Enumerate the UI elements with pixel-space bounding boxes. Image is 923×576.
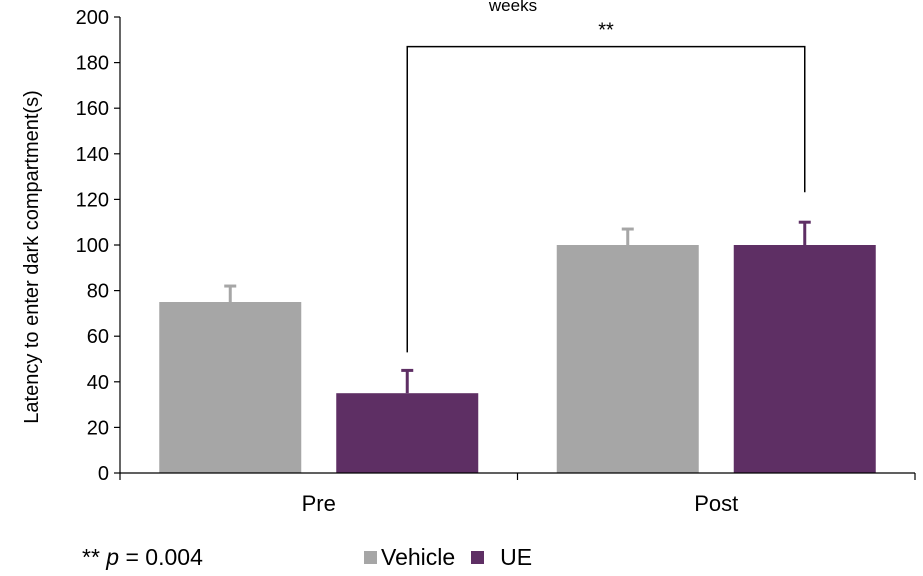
x-category-label: Post [694,491,738,516]
legend-swatch-vehicle [364,550,377,564]
p-value-variable: p [106,544,120,570]
y-tick-label: 40 [87,372,109,394]
bar [733,245,876,473]
significance-label: ** [598,20,614,42]
y-tick-label: 160 [76,98,109,120]
bar-chart: 0 20 40 60 80 100 120 140 160 180 200 Pre Post weeks… [21,0,916,516]
chart-title: weeks [488,0,537,15]
p-value-prefix: ** [82,544,107,570]
p-value-text: = 0.004 [119,544,203,570]
y-axis-title: Latency to enter dark compartment(s) [21,90,43,423]
y-tick-label: 120 [76,189,109,211]
legend-label-vehicle: Vehicle [381,544,456,570]
y-tick-label: 200 [76,7,109,29]
y-tick-label: 60 [87,326,109,348]
y-tick-label: 80 [87,281,109,303]
y-tick-label: 140 [76,144,109,166]
p-value-note: ** p = 0.004 [82,542,203,572]
legend-item-vehicle: Vehicle [364,542,455,572]
y-tick-label: 100 [76,235,109,257]
bar [159,302,302,473]
significance-bracket [406,45,806,353]
chart-legend: Vehicle UE [364,542,548,572]
bar [556,245,699,473]
legend-swatch-ue [471,550,485,564]
y-tick-label: 20 [87,417,109,439]
y-tick-label: 180 [76,53,109,75]
legend-item-ue: UE [471,542,532,572]
y-tick-label: 0 [98,463,109,485]
bar [336,393,479,473]
legend-label-ue: UE [500,544,533,570]
x-category-label: Pre [302,491,336,516]
